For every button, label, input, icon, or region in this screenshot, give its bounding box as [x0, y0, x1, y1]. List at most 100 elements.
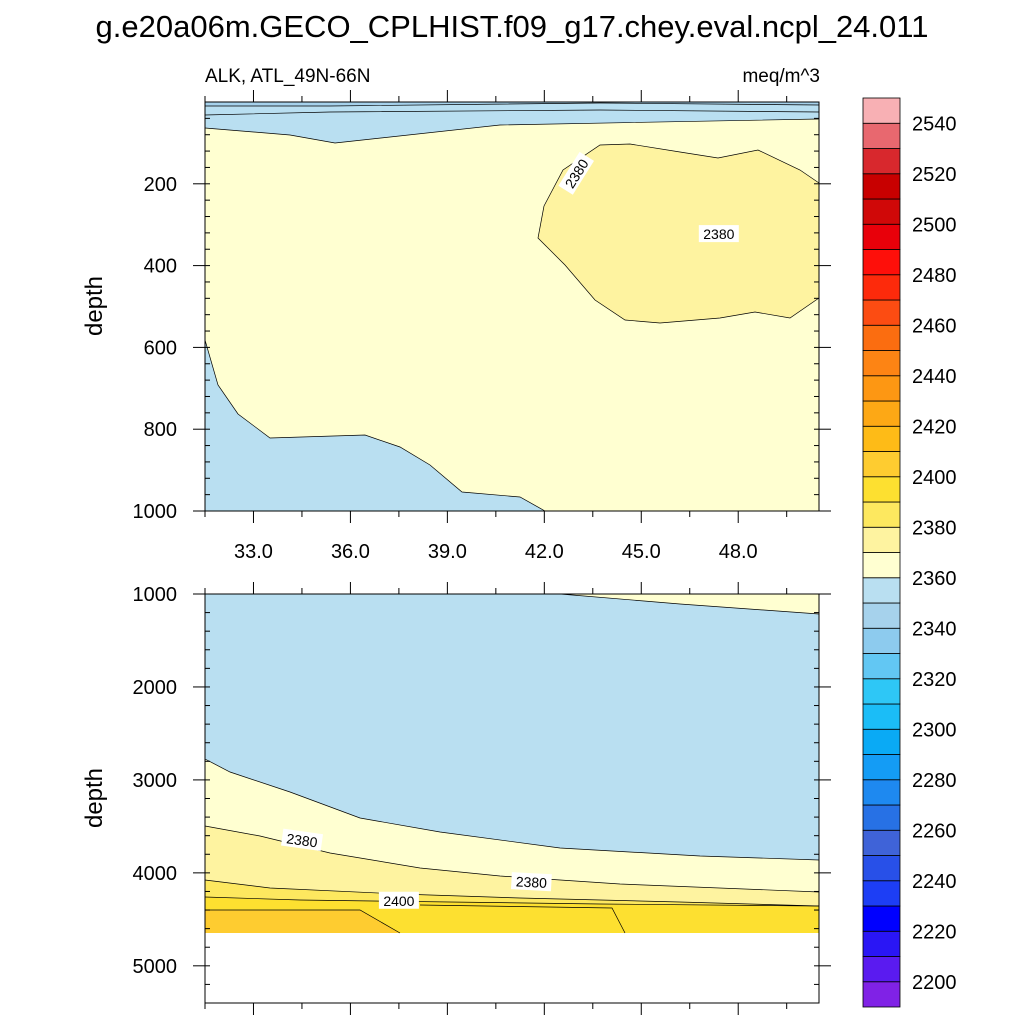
colorbar-swatch — [862, 577, 901, 604]
contour-label: 2380 — [698, 225, 739, 243]
lower-y-axis: 1000 2000 3000 4000 5000 — [133, 584, 831, 1004]
colorbar-label: 2360 — [912, 568, 957, 590]
colorbar-swatch — [862, 728, 901, 755]
colorbar-swatch — [862, 400, 901, 427]
colorbar-label: 2500 — [912, 214, 957, 236]
colorbar-label: 2260 — [912, 820, 957, 842]
colorbar-swatch — [862, 375, 901, 402]
contour-label-text: 2380 — [285, 830, 318, 850]
colorbar-swatch — [862, 350, 901, 377]
x-tick-label: 39.0 — [428, 541, 467, 563]
colorbar-swatch — [862, 829, 901, 856]
colorbar-swatch — [862, 754, 901, 781]
upper-y-tick-label: 800 — [144, 419, 177, 441]
colorbar-label: 2220 — [912, 921, 957, 943]
colorbar-swatch — [862, 223, 901, 250]
colorbar-swatch — [862, 627, 901, 654]
colorbar-label: 2480 — [912, 265, 957, 287]
colorbar-swatch — [862, 981, 901, 1008]
colorbar-swatch — [862, 930, 901, 957]
colorbar-swatch — [862, 324, 901, 351]
lower-y-tick-label: 2000 — [133, 677, 178, 699]
colorbar-label: 2520 — [912, 164, 957, 186]
colorbar-label: 2340 — [912, 618, 957, 640]
colorbar-swatch — [862, 274, 901, 301]
colorbar-swatch — [862, 956, 901, 983]
x-tick-label: 48.0 — [719, 541, 758, 563]
x-tick-label: 45.0 — [622, 541, 661, 563]
lower-y-tick-label: 4000 — [133, 863, 178, 885]
colorbar-swatch — [862, 299, 901, 326]
contour-label-background — [510, 872, 552, 892]
x-tick-label: 33.0 — [234, 541, 273, 563]
colorbar: 2200 2220 2240 2260 2280 2300 2320 2340 2360 2380… — [862, 97, 957, 1008]
lower-plot-frame — [204, 593, 820, 1004]
colorbar-swatch — [862, 148, 901, 175]
lower-x-axis — [204, 582, 788, 1015]
subtitle-left: ALK, ATL_49N-66N — [205, 66, 370, 87]
colorbar-swatch — [862, 880, 901, 907]
colorbar-swatch — [862, 501, 901, 528]
colorbar-swatch — [862, 425, 901, 452]
contour-label-background — [698, 225, 739, 243]
contour-label-text: 2380 — [515, 873, 547, 891]
colorbar-swatch — [862, 249, 901, 276]
lower-y-tick-label: 5000 — [133, 956, 178, 978]
colorbar-label: 2320 — [912, 669, 957, 691]
colorbar-label: 2200 — [912, 972, 957, 994]
colorbar-label: 2300 — [912, 719, 957, 741]
colorbar-label: 2420 — [912, 416, 957, 438]
colorbar-swatch — [862, 122, 901, 149]
contour-label: 2400 — [378, 891, 419, 909]
upper-y-tick-label: 1000 — [133, 501, 178, 523]
upper-y-tick-label: 400 — [144, 256, 177, 278]
upper-x-axis: 33.0 36.0 39.0 42.0 45.0 48.0 — [204, 90, 788, 563]
colorbar-swatch — [862, 451, 901, 478]
contour-label-text: 2380 — [703, 226, 734, 242]
colorbar-swatch — [862, 678, 901, 705]
colorbar-swatch — [862, 173, 901, 200]
colorbar-label: 2280 — [912, 770, 957, 792]
colorbar-swatch — [862, 476, 901, 503]
contour-label-text: 2400 — [383, 893, 414, 909]
colorbar-swatch — [862, 653, 901, 680]
colorbar-swatch — [862, 602, 901, 629]
upper-y-axis: 200 400 600 800 1000 — [133, 101, 831, 523]
contour-label: 2380 — [510, 872, 552, 892]
contour-label-background — [378, 891, 419, 909]
colorbar-label: 2540 — [912, 113, 957, 135]
colorbar-swatch — [862, 703, 901, 730]
colorbar-swatch — [862, 526, 901, 553]
lower-y-tick-label: 3000 — [133, 770, 178, 792]
colorbar-swatch — [862, 855, 901, 882]
lower-y-tick-label: 1000 — [133, 584, 178, 606]
contour-label-background — [558, 151, 595, 195]
subtitle-right: meq/m^3 — [742, 66, 820, 87]
colorbar-label: 2440 — [912, 366, 957, 388]
upper-plot-frame — [204, 101, 820, 512]
lower-y-axis-title: depth — [81, 768, 108, 828]
colorbar-swatch — [862, 198, 901, 225]
lower-contour-lines — [204, 593, 820, 934]
contour-label-background — [281, 828, 324, 852]
colorbar-label: 2460 — [912, 315, 957, 337]
contour-label: 2380 — [281, 828, 324, 852]
colorbar-label: 2400 — [912, 467, 957, 489]
upper-y-axis-title: depth — [81, 276, 108, 336]
colorbar-swatch — [862, 552, 901, 579]
colorbar-swatch — [862, 779, 901, 806]
upper-y-tick-label: 200 — [144, 174, 177, 196]
colorbar-label: 2240 — [912, 871, 957, 893]
x-tick-label: 36.0 — [331, 541, 370, 563]
chart-title: g.e20a06m.GECO_CPLHIST.f09_g17.chey.eval… — [96, 9, 929, 44]
upper-contour-fills — [205, 102, 819, 511]
upper-y-tick-label: 600 — [144, 337, 177, 359]
lower-contour-labels: 2380 2380 2400 — [281, 828, 552, 909]
colorbar-swatch — [862, 804, 901, 831]
panel-deep-ocean: 2380 2380 2400 1000 2000 3000 4000 5000 depth — [81, 582, 831, 1015]
x-tick-label: 42.0 — [525, 541, 564, 563]
colorbar-swatch — [862, 97, 901, 124]
colorbar-label: 2380 — [912, 517, 957, 539]
colorbar-swatch — [862, 905, 901, 932]
